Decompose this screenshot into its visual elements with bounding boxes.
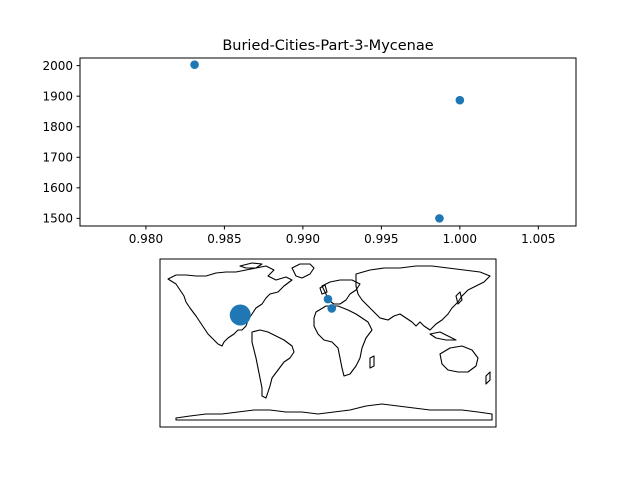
- y-tick-label: 2000: [42, 59, 73, 73]
- y-tick-label: 1800: [42, 120, 73, 134]
- map-marker: [323, 294, 333, 304]
- scatter-point: [190, 60, 199, 70]
- map-marker: [327, 304, 337, 313]
- coast-africa: [313, 305, 373, 377]
- world-map: [159, 258, 497, 428]
- coast-japan: [455, 291, 463, 305]
- map-frame: [159, 258, 497, 428]
- x-tick-label: 1.005: [521, 232, 555, 246]
- coast-australia: [439, 345, 479, 373]
- coast-antarctica: [175, 403, 493, 421]
- coast-greenland: [291, 263, 315, 279]
- chart-title: Buried-Cities-Part-3-Mycenae: [222, 38, 433, 54]
- y-axis-ticks: 1500 1600 1700 1800 1900 2000: [42, 59, 80, 226]
- x-tick-label: 1.000: [443, 232, 477, 246]
- map-markers: [229, 294, 337, 326]
- scatter-point: [455, 95, 465, 105]
- scatter-points: [190, 60, 465, 223]
- y-tick-label: 1700: [42, 151, 73, 165]
- coast-madagascar: [369, 355, 375, 369]
- coast-arctic-islands: [239, 262, 263, 269]
- coastlines: [167, 262, 493, 421]
- scatter-point: [435, 214, 444, 223]
- coast-southeast-asia-islands: [429, 331, 457, 341]
- y-tick-label: 1600: [42, 181, 73, 195]
- y-tick-label: 1900: [42, 89, 73, 103]
- coast-britain: [319, 284, 328, 295]
- x-tick-label: 0.990: [286, 232, 320, 246]
- x-tick-label: 0.995: [364, 232, 398, 246]
- coast-north-america: [167, 265, 293, 347]
- scatter-chart: Buried-Cities-Part-3-Mycenae 0.980 0.985 0…: [42, 38, 577, 246]
- x-tick-label: 0.980: [129, 232, 163, 246]
- coast-asia: [355, 265, 491, 331]
- map-marker: [229, 304, 251, 326]
- x-axis-ticks: 0.980 0.985 0.990 0.995 1.000 1.005: [129, 226, 556, 246]
- y-tick-label: 1500: [42, 212, 73, 226]
- coast-south-america: [251, 329, 295, 399]
- coast-new-zealand: [485, 371, 491, 385]
- plot-frame: [79, 57, 577, 227]
- x-tick-label: 0.985: [207, 232, 241, 246]
